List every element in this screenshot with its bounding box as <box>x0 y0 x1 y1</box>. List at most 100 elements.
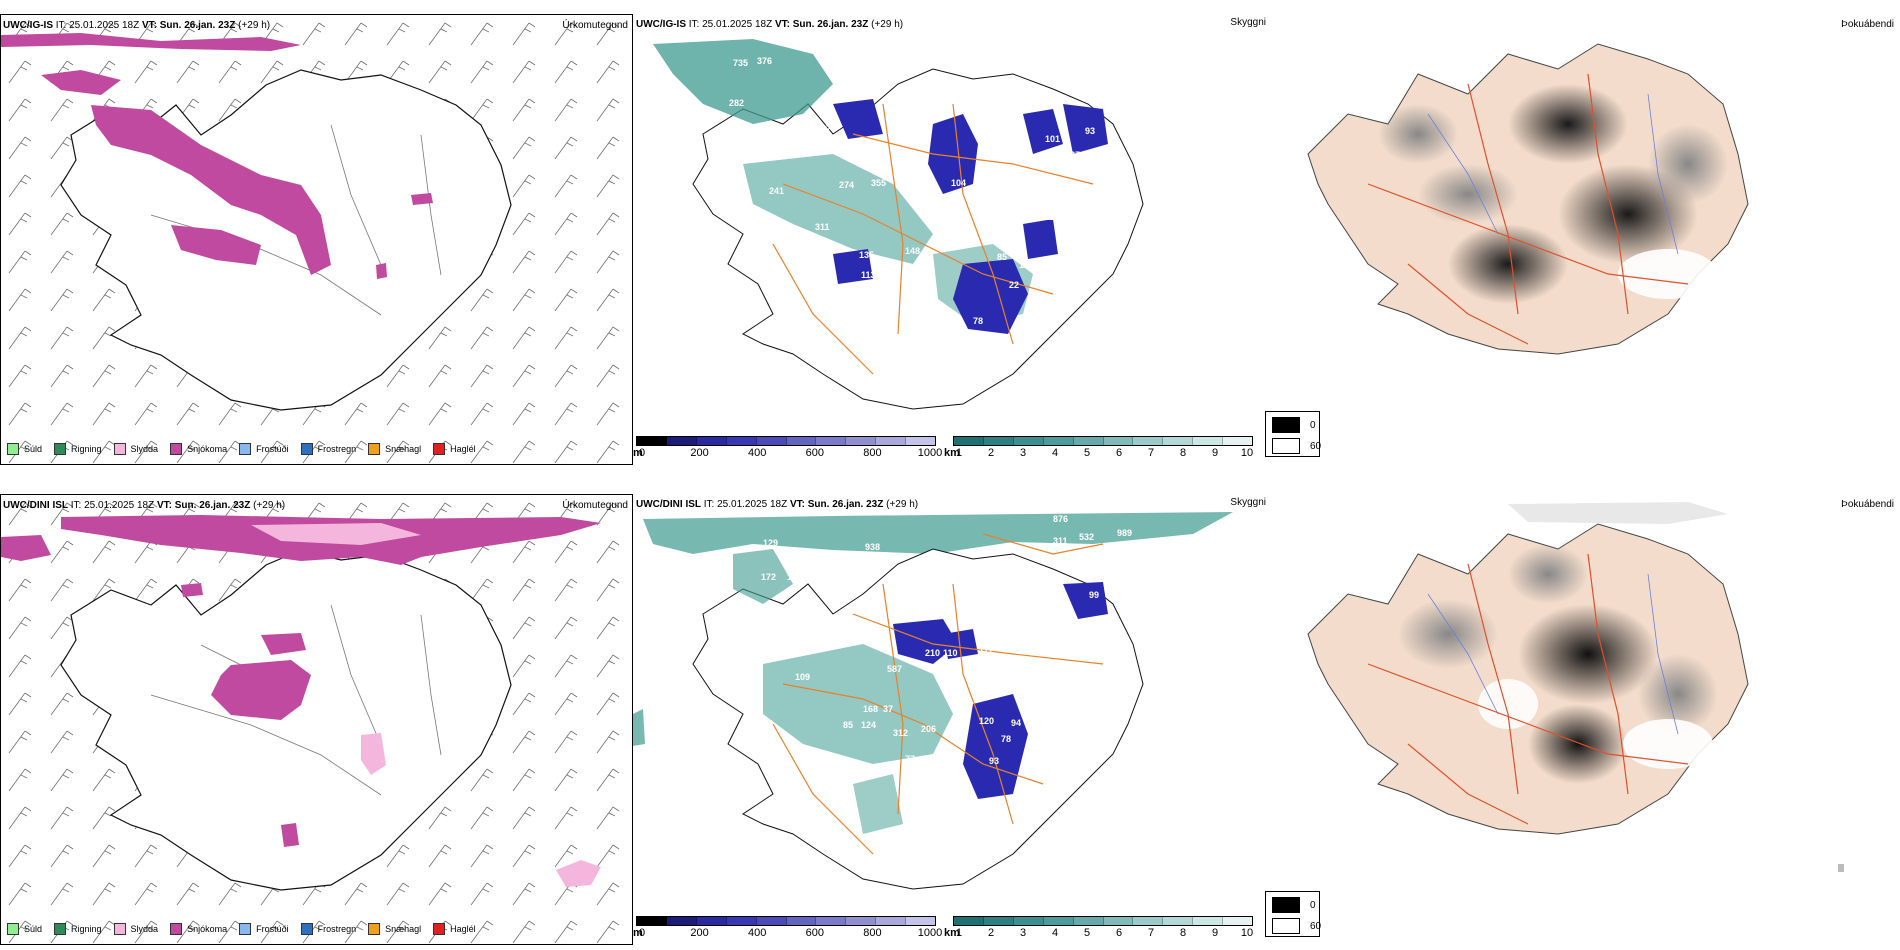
ceiling-color-step <box>666 917 697 925</box>
fog-key-swatch-low <box>1272 417 1300 433</box>
map-label: 182 <box>1099 616 1114 626</box>
visibility-color-step <box>1073 917 1104 925</box>
legend-swatch-rain <box>54 443 67 455</box>
visibility-color-step <box>983 437 1014 445</box>
map-label: 148 <box>905 246 920 256</box>
ceiling-color-step <box>906 917 936 925</box>
legend-swatch-rain <box>54 923 67 935</box>
fog-key-row: 0 <box>1272 417 1316 433</box>
ceiling-color-step <box>756 437 787 445</box>
lead-time: (+29 h) <box>253 500 286 511</box>
ceiling-color-step <box>696 437 727 445</box>
map-label: 32 <box>909 184 919 194</box>
ceiling-color-step <box>726 437 757 445</box>
visibility-tick-label: 5 <box>1083 927 1091 939</box>
visibility-color-step <box>1013 917 1044 925</box>
map-label: 78 <box>1001 734 1011 744</box>
visibility-color-step <box>1073 437 1104 445</box>
ceiling-color-step <box>816 917 847 925</box>
visibility-tick-label: 7 <box>1147 447 1155 459</box>
legend-label: Slydda <box>130 444 159 454</box>
visibility-tick-label: 6 <box>1115 927 1123 939</box>
map-label: 938 <box>865 542 880 552</box>
legend-item: Slydda <box>113 443 159 455</box>
it-label: IT: <box>55 20 67 31</box>
ceiling-color-step <box>726 917 757 925</box>
legend-item: Snjókoma <box>170 443 227 455</box>
it-value: 25.01.2025 18Z <box>69 20 140 31</box>
map-label: 355 <box>871 178 886 188</box>
fog-title: Þokuábendi <box>1841 19 1894 30</box>
it-label: IT: <box>688 19 700 30</box>
ceiling-tick-label: 200 <box>690 447 709 459</box>
vt-value: Sun. 26.jan. 23Z <box>174 500 251 511</box>
ceiling-tick-label: 0 <box>638 927 646 939</box>
header-top-cloud: UWC/IG-IS IT: 25.01.2025 18Z VT: Sun. 26… <box>636 19 903 30</box>
visibility-unit: km <box>944 447 960 459</box>
legend-label: Frostregn <box>317 924 357 934</box>
visibility-tick-label: 1 <box>955 927 963 939</box>
legend-item: Frostúði <box>239 443 289 455</box>
visibility-tick-label: 8 <box>1179 447 1187 459</box>
map-label: 99 <box>1089 590 1099 600</box>
map-label: 95 <box>675 144 685 154</box>
ceiling-colorbar-bottom <box>636 916 936 926</box>
map-label: 93 <box>989 756 999 766</box>
fog-key-bottom: 0 60 <box>1265 891 1321 937</box>
visibility-color-step <box>1163 437 1194 445</box>
legend-label: Slydda <box>130 924 159 934</box>
ceiling-tick-label: 800 <box>863 447 882 459</box>
visibility-tick-label: 3 <box>1019 447 1027 459</box>
map-label: 735 <box>733 58 748 68</box>
visibility-color-step <box>1133 917 1164 925</box>
legend-label: Rigning <box>71 444 102 454</box>
ceiling-color-step <box>756 917 787 925</box>
fog-map-bottom <box>1307 502 1844 872</box>
precip-map-bottom <box>1 495 632 944</box>
map-label: 252 <box>745 128 760 138</box>
legend-item: Rigning <box>54 923 102 935</box>
vt-label: VT: <box>156 500 172 511</box>
map-label: 210 <box>925 648 940 658</box>
map-label: 274 <box>839 180 854 190</box>
ceiling-tick-label: 400 <box>748 447 767 459</box>
ceiling-color-step <box>637 917 667 925</box>
iceland-outline <box>60 549 512 891</box>
map-label: 85 <box>843 720 853 730</box>
visibility-unit: km <box>944 927 960 939</box>
visibility-tick-label: 4 <box>1051 447 1059 459</box>
visibility-tick-label: 2 <box>987 447 995 459</box>
legend-swatch-snow <box>170 443 183 455</box>
it-value: 25.01.2025 18Z <box>84 500 155 511</box>
visibility-tick-label: 3 <box>1019 927 1027 939</box>
legend-item: Haglél <box>433 443 476 455</box>
legend-label: Snæhagl <box>385 444 422 454</box>
vt-value: Sun. 26.jan. 23Z <box>792 19 869 30</box>
legend-label: Snæhagl <box>385 924 422 934</box>
map-label: 129 <box>763 538 778 548</box>
vt-label: VT: <box>141 20 157 31</box>
legend-swatch-freezing-drizzle <box>239 443 252 455</box>
legend-swatch-hail <box>433 923 446 935</box>
precip-map-top <box>1 15 632 464</box>
map-label: 876 <box>1053 514 1068 524</box>
cloud-panel-top: 735 376 282 587 252 579 95 335 377 241 2… <box>633 14 1268 465</box>
map-label: 120 <box>979 716 994 726</box>
fog-key-label: 60 <box>1310 440 1322 452</box>
cloud-title: Skyggni <box>1230 17 1266 28</box>
ceiling-tick-label: 1000 <box>917 927 943 939</box>
legend-item: Frostregn <box>300 923 357 935</box>
map-label: 111 <box>979 646 993 656</box>
legend-item: Rigning <box>54 443 102 455</box>
map-label: 102 <box>981 664 996 674</box>
map-label: 115 <box>1045 212 1060 222</box>
precip-legend-bottom: Súld Rigning Slydda Snjókoma Frostúði Fr… <box>7 922 476 936</box>
ceiling-color-step <box>786 917 817 925</box>
precip-panel-bottom: UWC/DINI ISL IT: 25.01.2025 18Z VT: Sun.… <box>0 494 633 945</box>
cloud-map-bottom: 876 532 311 989 938 129 172 135 99 182 1… <box>633 512 1233 890</box>
legend-swatch-sleet <box>113 923 126 935</box>
map-label: 176 <box>901 810 916 820</box>
it-label: IT: <box>70 500 82 511</box>
model-name: UWC/DINI ISL <box>636 499 701 510</box>
ceiling-tick-label: 0 <box>638 447 646 459</box>
